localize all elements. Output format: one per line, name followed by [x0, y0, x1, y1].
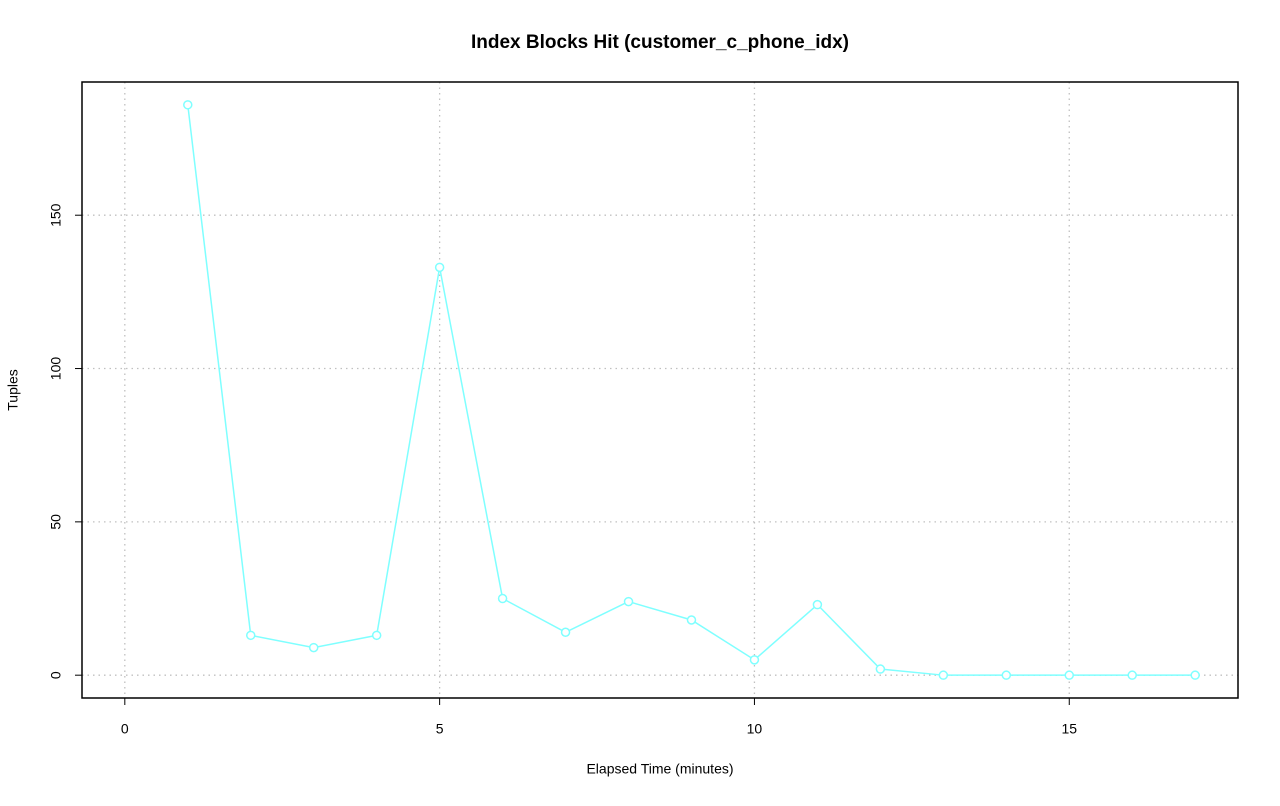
data-point [308, 642, 319, 653]
data-point [812, 599, 823, 610]
x-tick-label: 10 [747, 721, 763, 737]
data-point [1001, 670, 1012, 680]
data-point [560, 627, 571, 638]
y-tick-label: 0 [48, 671, 64, 679]
data-point [686, 615, 697, 625]
y-axis-label: Tuples [5, 369, 21, 411]
data-point [1190, 670, 1200, 680]
y-tick-label: 100 [48, 357, 64, 381]
data-point [623, 596, 634, 607]
data-point [875, 664, 886, 674]
x-tick-label: 5 [436, 721, 444, 737]
data-point [749, 655, 760, 665]
data-point [245, 630, 256, 641]
chart-title: Index Blocks Hit (customer_c_phone_idx) [471, 32, 849, 53]
data-point [1127, 670, 1137, 680]
data-line [187, 104, 1196, 676]
data-point [938, 670, 949, 680]
x-tick-label: 0 [121, 721, 129, 737]
x-tick-label: 15 [1061, 721, 1077, 737]
data-point [1064, 670, 1075, 680]
data-point [434, 262, 445, 273]
y-tick-label: 150 [48, 203, 64, 227]
x-axis-label: Elapsed Time (minutes) [586, 761, 733, 777]
data-point [497, 593, 508, 604]
y-tick-label: 50 [48, 514, 64, 530]
plot-frame [81, 81, 1239, 699]
data-point [371, 630, 382, 641]
data-point [183, 100, 193, 110]
